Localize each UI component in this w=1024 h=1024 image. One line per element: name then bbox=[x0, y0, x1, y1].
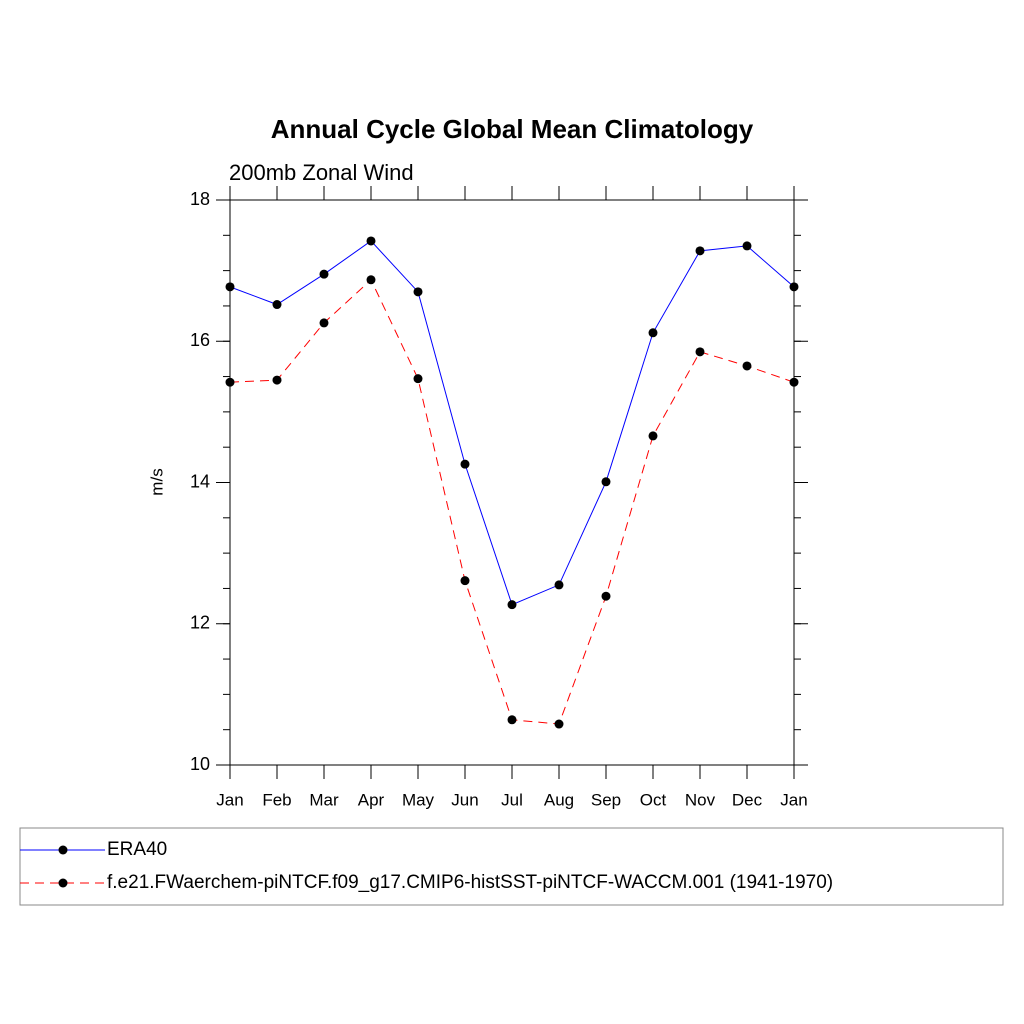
data-point bbox=[648, 431, 658, 441]
y-axis-label: m/s bbox=[147, 468, 166, 495]
x-tick-label: Nov bbox=[685, 790, 716, 809]
data-point bbox=[319, 318, 329, 328]
data-point bbox=[460, 576, 470, 586]
x-tick-label: Oct bbox=[640, 790, 667, 809]
data-point bbox=[742, 241, 752, 251]
plot-frame bbox=[229, 199, 795, 766]
y-tick-label: 18 bbox=[190, 189, 210, 209]
data-point bbox=[601, 591, 611, 601]
data-point bbox=[554, 719, 564, 729]
data-point bbox=[695, 347, 705, 357]
x-tick-label: Jan bbox=[216, 790, 243, 809]
data-point bbox=[272, 300, 282, 310]
x-tick-label: Jun bbox=[451, 790, 478, 809]
data-point bbox=[601, 477, 611, 487]
data-point bbox=[460, 459, 470, 469]
data-point bbox=[225, 377, 235, 387]
data-point bbox=[272, 375, 282, 385]
chart-title: Annual Cycle Global Mean Climatology bbox=[271, 114, 754, 144]
data-point bbox=[742, 361, 752, 371]
data-point bbox=[413, 287, 423, 297]
y-tick-label: 14 bbox=[190, 471, 210, 491]
x-tick-label: Aug bbox=[544, 790, 574, 809]
legend-marker bbox=[58, 878, 68, 888]
data-point bbox=[507, 600, 517, 610]
x-tick-label: Dec bbox=[732, 790, 763, 809]
legend-label: ERA40 bbox=[107, 839, 167, 860]
y-tick-label: 10 bbox=[190, 754, 210, 774]
data-point bbox=[789, 282, 799, 292]
data-point bbox=[413, 374, 423, 384]
x-tick-label: Apr bbox=[358, 790, 385, 809]
data-point bbox=[319, 269, 329, 279]
data-point bbox=[225, 282, 235, 292]
series-line bbox=[229, 240, 795, 606]
series-line bbox=[229, 278, 795, 725]
data-point bbox=[366, 236, 376, 246]
x-tick-label: Jan bbox=[780, 790, 807, 809]
legend-label: f.e21.FWaerchem-piNTCF.f09_g17.CMIP6-his… bbox=[107, 872, 833, 893]
x-tick-label: May bbox=[402, 790, 435, 809]
x-tick-label: Feb bbox=[262, 790, 291, 809]
data-point bbox=[366, 275, 376, 285]
x-tick-label: Sep bbox=[591, 790, 621, 809]
data-point bbox=[695, 246, 705, 256]
data-point bbox=[648, 328, 658, 338]
data-point bbox=[789, 377, 799, 387]
chart-subtitle: 200mb Zonal Wind bbox=[229, 160, 414, 185]
data-point bbox=[554, 580, 564, 590]
y-tick-label: 16 bbox=[190, 330, 210, 350]
x-tick-label: Jul bbox=[501, 790, 523, 809]
legend-marker bbox=[58, 845, 68, 855]
data-point bbox=[507, 715, 517, 725]
x-tick-label: Mar bbox=[309, 790, 339, 809]
y-tick-label: 12 bbox=[190, 613, 210, 633]
legend-box bbox=[19, 827, 1004, 906]
